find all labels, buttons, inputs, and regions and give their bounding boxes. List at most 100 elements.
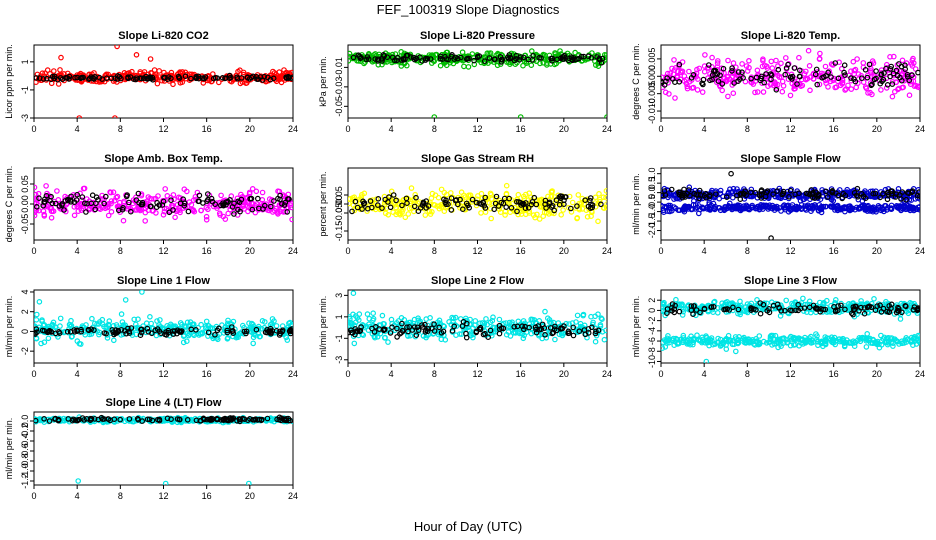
data-point <box>154 80 161 87</box>
x-tick-label: 4 <box>389 369 394 379</box>
data-point <box>770 302 777 309</box>
y-tick-label: -0.01 <box>334 57 344 78</box>
data-point <box>487 327 494 334</box>
data-point <box>261 202 268 209</box>
data-point <box>828 302 834 309</box>
data-point <box>71 199 78 206</box>
data-point <box>704 339 711 346</box>
data-point <box>422 329 429 335</box>
data-point <box>671 57 677 63</box>
data-point <box>411 203 418 210</box>
data-point <box>843 86 849 92</box>
data-point <box>601 205 607 212</box>
data-point <box>382 196 389 203</box>
data-point <box>883 85 890 91</box>
data-point <box>542 197 549 204</box>
data-point <box>479 57 485 63</box>
data-point <box>34 204 40 210</box>
data-point <box>119 319 126 325</box>
data-point <box>130 76 137 83</box>
y-axis-label: ml/min per min. <box>4 296 14 358</box>
data-point <box>864 330 871 337</box>
x-tick-label: 8 <box>745 369 750 379</box>
data-point <box>230 327 236 334</box>
data-point <box>83 209 89 215</box>
data-point <box>852 303 858 310</box>
x-tick-label: 24 <box>915 124 925 134</box>
data-point <box>772 81 779 88</box>
data-point <box>796 67 803 74</box>
data-point <box>766 309 773 316</box>
data-point <box>774 188 780 194</box>
data-point <box>154 318 160 324</box>
data-point <box>58 54 64 61</box>
data-point <box>135 190 142 197</box>
data-point <box>39 327 46 334</box>
data-point <box>748 305 754 311</box>
data-point <box>560 207 566 213</box>
data-point <box>47 197 53 204</box>
data-point <box>707 71 713 77</box>
data-point <box>867 89 873 96</box>
data-point <box>48 208 55 215</box>
data-point <box>143 320 150 327</box>
data-point <box>358 54 364 61</box>
data-point <box>116 74 123 80</box>
data-point <box>547 330 553 337</box>
y-tick-label: 0.0 <box>647 186 657 199</box>
data-point <box>897 316 904 322</box>
data-point <box>528 201 535 208</box>
data-point <box>269 209 276 215</box>
data-point <box>590 319 596 326</box>
data-point <box>696 195 702 202</box>
data-point <box>866 337 873 344</box>
data-point <box>816 56 823 62</box>
data-point <box>780 188 787 195</box>
data-point <box>714 309 721 316</box>
data-point <box>145 328 152 335</box>
x-tick-label: 4 <box>75 124 80 134</box>
y-tick-label: -10 <box>647 355 657 368</box>
data-point <box>678 303 685 309</box>
data-point <box>807 203 814 210</box>
data-point <box>862 67 869 73</box>
data-point <box>120 217 127 224</box>
data-point <box>868 304 875 311</box>
data-point <box>381 335 388 341</box>
data-point <box>360 200 367 207</box>
data-point <box>393 57 400 64</box>
y-axis-label: percent per min. <box>318 171 328 236</box>
data-point <box>180 339 187 346</box>
data-point <box>142 218 149 224</box>
data-point <box>480 331 487 338</box>
data-point <box>860 60 867 66</box>
data-point <box>369 325 375 332</box>
y-tick-label: 0 <box>647 308 657 313</box>
x-tick-label: 0 <box>658 246 663 256</box>
data-point <box>676 189 682 196</box>
data-point <box>703 195 709 201</box>
x-tick-label: 8 <box>432 124 437 134</box>
data-point <box>190 322 196 328</box>
data-point <box>359 206 365 212</box>
data-point <box>257 333 264 340</box>
data-point <box>878 332 884 339</box>
data-point <box>548 55 554 62</box>
data-point <box>473 199 480 206</box>
data-point <box>406 205 413 212</box>
data-point <box>420 199 427 206</box>
data-point <box>592 338 599 345</box>
x-tick-label: 16 <box>829 369 839 379</box>
data-point <box>191 208 198 215</box>
data-point <box>814 333 820 339</box>
data-point <box>378 56 385 62</box>
data-point <box>522 200 529 206</box>
data-point <box>693 312 699 319</box>
data-point <box>696 187 703 194</box>
x-tick-label: 12 <box>472 369 482 379</box>
data-point <box>483 316 489 322</box>
data-point <box>238 191 244 198</box>
x-tick-label: 24 <box>602 369 612 379</box>
data-point <box>138 191 145 197</box>
data-point <box>681 78 688 84</box>
